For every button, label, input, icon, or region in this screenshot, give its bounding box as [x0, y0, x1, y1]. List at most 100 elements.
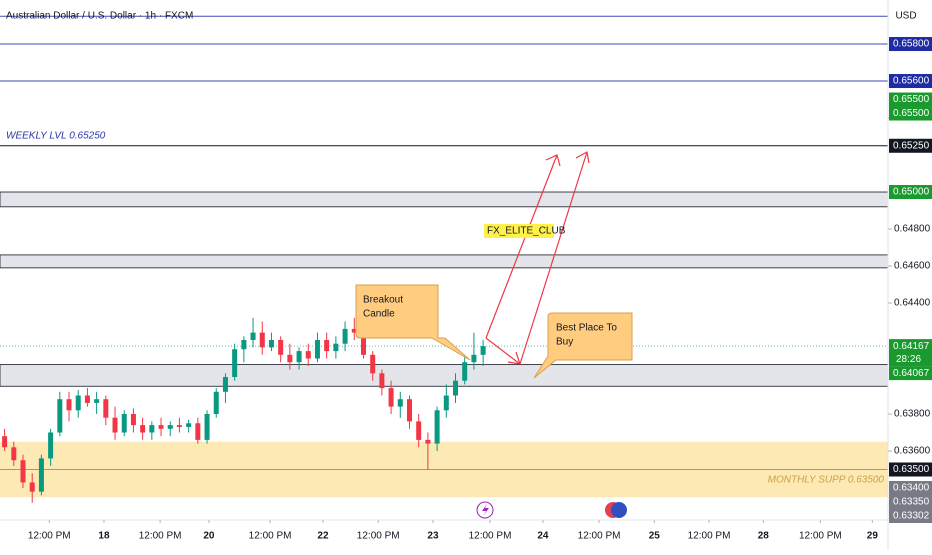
monthly-label: MONTHLY SUPP 0.63500: [768, 475, 885, 486]
candle-body: [167, 425, 173, 429]
y-tick-label: 0.63600: [894, 446, 931, 457]
candle-body: [158, 425, 164, 429]
price-tag: [889, 138, 932, 153]
x-tick-label: 24: [537, 531, 549, 542]
y-tick-label: 0.64600: [894, 261, 931, 272]
x-tick-label: 12:00 PM: [469, 531, 512, 542]
candle-body: [416, 421, 422, 440]
x-tick-label: 18: [98, 531, 110, 542]
candle-body: [351, 328, 357, 333]
candle-body: [94, 399, 100, 403]
breakout-callout: [355, 284, 471, 361]
price-tag-label: 0.63302: [893, 511, 930, 522]
x-tick-label: 28: [758, 531, 770, 542]
price-tag-label: 0.65500: [893, 108, 930, 119]
candle-body: [38, 458, 44, 492]
price-tag-label: 0.65000: [893, 187, 930, 198]
x-tick-label: 25: [649, 531, 661, 542]
candle-body: [232, 349, 238, 378]
candle-body: [333, 343, 339, 352]
x-tick-label: 22: [317, 531, 329, 542]
club-label-bg: [484, 224, 554, 238]
arrows: [485, 151, 590, 365]
zone: [0, 254, 889, 269]
price-tag: [889, 494, 932, 509]
x-tick-label: 12:00 PM: [688, 531, 731, 542]
zone: [0, 191, 889, 208]
candle-body: [66, 399, 72, 411]
candle-body: [287, 354, 293, 363]
candle-body: [342, 328, 348, 344]
y-tick-label: 0.64800: [894, 224, 931, 235]
price-tag-label: 0.64067: [893, 368, 930, 379]
candle-body: [379, 373, 385, 389]
candle-body: [48, 432, 54, 459]
candle-body: [388, 388, 394, 407]
currency[interactable]: USD: [895, 11, 916, 22]
candle-body: [195, 423, 201, 440]
candle-body: [360, 332, 366, 355]
x-tick-label: 12:00 PM: [139, 531, 182, 542]
candle-body: [314, 340, 320, 359]
countdown: 28:26: [896, 354, 921, 365]
price-tag: [889, 480, 932, 495]
price-tag: [889, 106, 932, 121]
x-tick-label: 12:00 PM: [357, 531, 400, 542]
price-tag: [889, 92, 932, 107]
breakout-text: Candle: [363, 309, 395, 320]
buy-text: Buy: [556, 337, 573, 348]
candle-body: [75, 395, 81, 411]
candle-body: [149, 425, 155, 433]
candle-body: [296, 351, 302, 363]
candle-body: [453, 380, 459, 396]
candle-body: [406, 399, 412, 422]
price-tag: [889, 37, 932, 52]
candle-body: [11, 447, 17, 461]
candle-body: [103, 399, 109, 418]
candle-body: [268, 340, 274, 348]
club-label: FX_ELITE_CLUB: [487, 226, 566, 237]
price-tag: [889, 366, 932, 381]
candle-body: [462, 362, 468, 381]
price-tag: [889, 185, 932, 200]
candle-body: [176, 425, 182, 427]
price-tag-label: 0.63350: [893, 497, 930, 508]
price-tag: [889, 462, 932, 477]
buy-callout: [533, 312, 633, 379]
x-tick-label: 12:00 PM: [249, 531, 292, 542]
x-tick-label: 12:00 PM: [799, 531, 842, 542]
candle-body: [204, 414, 210, 440]
candle-body: [186, 423, 192, 427]
buy-text: Best Place To: [556, 323, 617, 334]
candle-body: [112, 417, 118, 433]
candle-body: [425, 439, 431, 444]
price-tag-label: 0.65600: [893, 76, 930, 87]
candle-body: [278, 340, 284, 355]
candle-body: [2, 436, 8, 448]
event-flag[interactable]: [611, 502, 627, 518]
price-tag-label: 0.65800: [893, 39, 930, 50]
x-tick-label: 12:00 PM: [578, 531, 621, 542]
price-tag: [889, 508, 932, 523]
candle-body: [434, 410, 440, 444]
candle-body: [130, 414, 136, 426]
y-tick-label: 0.64400: [894, 298, 931, 309]
candle-body: [397, 399, 403, 407]
symbol-title: Australian Dollar / U.S. Dollar · 1h · F…: [6, 11, 193, 22]
candle-body: [140, 425, 146, 433]
breakout-text: Breakout: [363, 295, 403, 306]
candle-body: [259, 332, 265, 348]
candle-body: [471, 354, 477, 363]
candle-body: [370, 354, 376, 374]
zone: [0, 364, 889, 387]
candle-body: [84, 395, 90, 403]
candle-body: [250, 332, 256, 341]
x-tick-label: 20: [203, 531, 215, 542]
candle-body: [29, 482, 35, 492]
candle-body: [443, 395, 449, 411]
candle-body: [305, 351, 311, 359]
y-tick-label: 0.63800: [894, 409, 931, 420]
x-tick-label: 12:00 PM: [28, 531, 71, 542]
candle-body: [57, 399, 63, 433]
